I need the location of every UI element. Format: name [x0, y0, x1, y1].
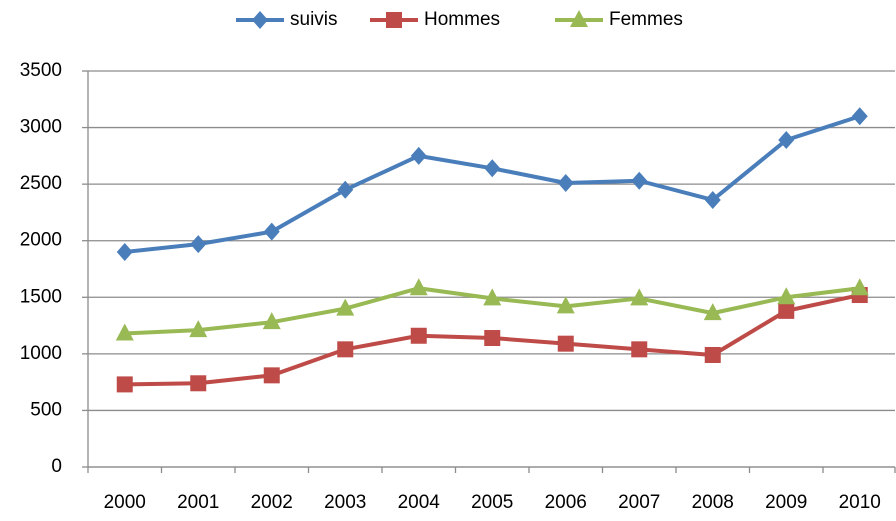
marker [483, 288, 502, 306]
marker [409, 278, 428, 296]
marker [252, 11, 268, 29]
marker [704, 190, 721, 209]
x-tick-label: 2010 [839, 492, 881, 513]
marker [410, 146, 427, 165]
marker [570, 10, 588, 27]
marker [262, 312, 281, 330]
marker [777, 287, 796, 305]
marker [116, 376, 133, 393]
marker [337, 341, 354, 358]
marker [704, 346, 721, 363]
y-tick-label: 3000 [20, 117, 62, 138]
x-tick-label: 2002 [251, 492, 293, 513]
marker [116, 243, 133, 262]
marker [484, 330, 501, 347]
y-tick-label: 2000 [20, 230, 62, 251]
marker [703, 303, 722, 321]
marker [778, 302, 795, 319]
legend-label: Hommes [424, 9, 500, 30]
marker [631, 171, 648, 190]
marker [190, 375, 207, 392]
marker [484, 159, 501, 178]
marker [115, 323, 134, 341]
x-tick-label: 2007 [618, 492, 660, 513]
marker [557, 335, 574, 352]
marker [631, 341, 648, 358]
y-tick-label: 1000 [20, 343, 62, 364]
x-tick-label: 2005 [471, 492, 513, 513]
x-tick-label: 2000 [104, 492, 146, 513]
x-tick-label: 2006 [545, 492, 587, 513]
marker [190, 235, 207, 254]
x-tick-label: 2009 [765, 492, 807, 513]
marker [263, 367, 280, 384]
legend-label: Femmes [609, 9, 683, 30]
x-tick-label: 2004 [398, 492, 441, 513]
y-tick-label: 0 [51, 456, 62, 477]
marker [850, 278, 869, 296]
marker [336, 298, 355, 316]
x-tick-label: 2008 [692, 492, 734, 513]
marker [851, 107, 868, 126]
marker [778, 131, 795, 150]
marker [189, 320, 208, 338]
marker [410, 327, 427, 344]
y-tick-label: 2500 [20, 173, 62, 194]
marker [557, 174, 574, 193]
marker [337, 180, 354, 199]
y-tick-label: 500 [30, 399, 62, 420]
y-tick-label: 3500 [20, 60, 62, 81]
marker [263, 222, 280, 241]
marker [556, 296, 575, 314]
y-tick-label: 1500 [20, 286, 62, 307]
legend-label: suivis [290, 9, 338, 30]
x-tick-label: 2001 [177, 492, 219, 513]
x-tick-label: 2003 [324, 492, 366, 513]
marker [630, 288, 649, 306]
marker [386, 12, 402, 28]
